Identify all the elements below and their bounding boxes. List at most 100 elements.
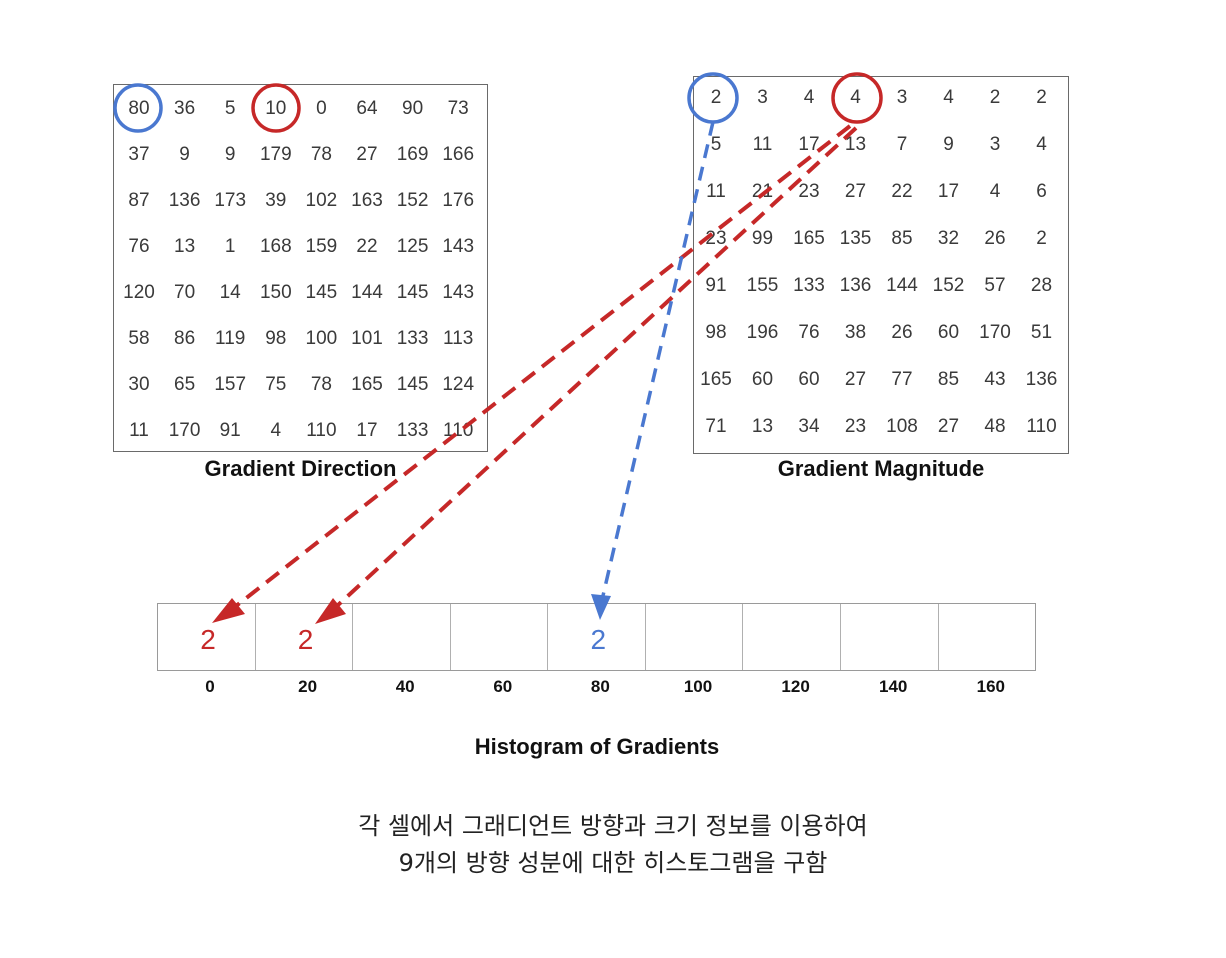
direction-cell: 75 bbox=[265, 374, 287, 395]
direction-cell: 64 bbox=[356, 98, 378, 119]
direction-cell: 143 bbox=[442, 282, 475, 303]
magnitude-cell: 4 bbox=[989, 181, 1001, 202]
magnitude-cell: 71 bbox=[705, 416, 727, 437]
direction-cell: 9 bbox=[224, 144, 236, 165]
direction-cell: 13 bbox=[174, 236, 196, 257]
magnitude-cell: 85 bbox=[891, 228, 913, 249]
magnitude-cell: 13 bbox=[751, 416, 774, 437]
direction-cell: 125 bbox=[396, 236, 429, 257]
magnitude-cell: 48 bbox=[984, 416, 1006, 437]
direction-cell: 144 bbox=[351, 282, 383, 303]
direction-cell: 65 bbox=[174, 374, 196, 395]
direction-cell: 163 bbox=[351, 190, 383, 211]
direction-cell: 11 bbox=[129, 420, 149, 441]
magnitude-cell: 136 bbox=[1025, 369, 1058, 390]
direction-cell: 76 bbox=[128, 236, 150, 257]
direction-cell: 136 bbox=[168, 190, 201, 211]
magnitude-cell: 9 bbox=[943, 134, 954, 155]
direction-cell: 4 bbox=[270, 420, 282, 441]
magnitude-cell: 152 bbox=[932, 275, 965, 296]
magnitude-cell: 38 bbox=[844, 322, 867, 343]
direction-cell: 36 bbox=[174, 98, 196, 119]
magnitude-cell: 135 bbox=[839, 228, 872, 249]
magnitude-cell: 60 bbox=[798, 369, 820, 390]
histogram-axis-label: 20 bbox=[298, 677, 318, 696]
magnitude-cell: 23 bbox=[798, 181, 820, 202]
direction-cell: 145 bbox=[396, 374, 429, 395]
magnitude-cell: 77 bbox=[891, 369, 913, 390]
magnitude-cell: 5 bbox=[710, 134, 722, 155]
direction-cell: 150 bbox=[259, 282, 292, 303]
direction-cell: 176 bbox=[442, 190, 475, 211]
direction-cell: 30 bbox=[128, 374, 150, 395]
histogram-bin: 2 bbox=[256, 604, 354, 670]
magnitude-cell: 4 bbox=[803, 87, 815, 108]
direction-cell: 5 bbox=[224, 98, 236, 119]
gradient-direction-matrix: 80 36 5 10 0 64 90 73 37 9 9 179 78 27 169 166 87 136 173 3… bbox=[113, 84, 488, 452]
magnitude-cell: 2 bbox=[710, 87, 722, 108]
magnitude-cell: 23 bbox=[705, 228, 727, 249]
histogram-bin bbox=[451, 604, 549, 670]
histogram-bin-value: 2 bbox=[200, 624, 216, 655]
direction-cell: 98 bbox=[265, 328, 287, 349]
direction-cell: 173 bbox=[214, 190, 247, 211]
magnitude-cell: 27 bbox=[844, 369, 867, 390]
direction-cell: 22 bbox=[356, 236, 378, 257]
magnitude-cell: 23 bbox=[844, 416, 867, 437]
direction-cell: 145 bbox=[396, 282, 429, 303]
magnitude-cell: 7 bbox=[896, 134, 908, 155]
magnitude-cell: 3 bbox=[757, 87, 768, 108]
histogram-bin-value: 2 bbox=[590, 624, 607, 655]
direction-cell: 179 bbox=[259, 144, 292, 165]
direction-cell: 0 bbox=[316, 98, 327, 119]
histogram-caption: Histogram of Gradients bbox=[474, 734, 720, 759]
histogram-axis-label: 160 bbox=[976, 677, 1005, 696]
direction-cell: 133 bbox=[396, 420, 429, 441]
direction-cell: 124 bbox=[442, 374, 475, 395]
magnitude-cell: 144 bbox=[886, 275, 918, 296]
magnitude-cell: 57 bbox=[984, 275, 1006, 296]
direction-cell: 170 bbox=[168, 420, 201, 441]
magnitude-cell: 99 bbox=[751, 228, 774, 249]
direction-cell: 37 bbox=[128, 144, 150, 165]
magnitude-cell: 34 bbox=[798, 416, 820, 437]
direction-cell: 159 bbox=[305, 236, 338, 257]
magnitude-cell: 4 bbox=[850, 87, 861, 108]
direction-cell: 168 bbox=[259, 236, 292, 257]
direction-cell: 80 bbox=[128, 98, 150, 119]
magnitude-cell: 26 bbox=[891, 322, 913, 343]
gradient-magnitude-matrix: 2 3 4 4 3 4 2 2 5 11 17 13 7 9 3 4 11 21 23 27 22 17 4 6 23 99 165… bbox=[693, 76, 1069, 454]
histogram-axis-label: 80 bbox=[590, 677, 610, 696]
magnitude-cell: 165 bbox=[793, 228, 825, 249]
direction-cell: 143 bbox=[442, 236, 475, 257]
histogram-bin bbox=[353, 604, 451, 670]
magnitude-cell: 108 bbox=[886, 416, 918, 437]
description-line-1: 각 셀에서 그래디언트 방향과 크기 정보를 이용하여 bbox=[358, 812, 868, 840]
magnitude-cell: 85 bbox=[937, 369, 960, 390]
magnitude-cell: 17 bbox=[937, 181, 960, 202]
histogram-bins: 2 2 2 bbox=[157, 603, 1036, 671]
direction-cell: 1 bbox=[224, 236, 236, 257]
direction-cell: 87 bbox=[128, 190, 150, 211]
histogram-axis-label: 140 bbox=[879, 677, 908, 696]
histogram-axis-label: 60 bbox=[493, 677, 513, 696]
direction-cell: 157 bbox=[214, 374, 247, 395]
description-line-2: 9개의 방향 성분에 대한 히스토그램을 구함 bbox=[398, 849, 828, 877]
direction-cell: 119 bbox=[215, 328, 246, 349]
magnitude-cell: 11 bbox=[706, 181, 726, 202]
histogram-axis-label: 120 bbox=[781, 677, 810, 696]
direction-cell: 78 bbox=[310, 374, 332, 395]
histogram-bin bbox=[646, 604, 744, 670]
magnitude-cell: 60 bbox=[937, 322, 960, 343]
magnitude-cell: 3 bbox=[989, 134, 1001, 155]
direction-cell: 39 bbox=[265, 190, 287, 211]
magnitude-cell: 170 bbox=[979, 322, 1011, 343]
direction-cell: 91 bbox=[219, 420, 241, 441]
magnitude-cell: 76 bbox=[798, 322, 820, 343]
histogram-bin bbox=[743, 604, 841, 670]
magnitude-cell: 13 bbox=[844, 134, 867, 155]
magnitude-cell: 4 bbox=[943, 87, 954, 108]
histogram-axis-label: 0 bbox=[205, 677, 215, 696]
direction-cell: 110 bbox=[306, 420, 337, 441]
magnitude-cell: 2 bbox=[1036, 228, 1047, 249]
